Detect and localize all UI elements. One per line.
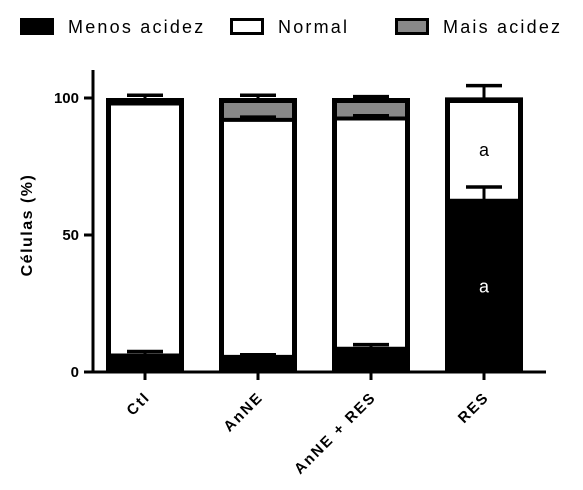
y-axis-label: Células (%) <box>19 174 36 277</box>
bar-res-normal <box>445 99 523 201</box>
legend-label-menos-acidez: Menos acidez <box>68 17 205 37</box>
legend-swatch-normal <box>230 18 264 35</box>
bar-anne-res-menos-acidez <box>332 348 410 372</box>
x-category-label-ctl: Ctl <box>123 389 153 419</box>
y-tick-label-0: 0 <box>71 364 79 381</box>
bar-res-menos-acidez <box>445 200 523 372</box>
x-category-label-anne-res: AnNE + RES <box>291 389 380 478</box>
x-category-label-anne: AnNE <box>220 389 267 436</box>
legend: Menos acidez Normal Mais acidez <box>20 17 562 37</box>
axes-group: 0 50 100 <box>54 70 546 381</box>
x-category-label-res: RES <box>455 389 493 427</box>
legend-label-mais-acidez: Mais acidez <box>443 17 562 37</box>
y-tick-label-100: 100 <box>54 90 79 107</box>
bar-outline-anne-res <box>332 98 410 372</box>
y-tick-label-50: 50 <box>62 227 79 244</box>
bar-anne-mais-acidez <box>219 98 297 120</box>
annotation-res-menos-acidez: a <box>479 276 490 296</box>
bar-outline-res <box>445 98 523 372</box>
annotation-res-normal: a <box>479 140 490 160</box>
bar-anne-normal <box>219 119 297 357</box>
bar-ctl-normal <box>106 103 184 356</box>
legend-swatch-menos-acidez <box>20 18 54 35</box>
bar-anne-res-normal <box>332 118 410 349</box>
bar-outline-anne <box>219 98 297 372</box>
legend-label-normal: Normal <box>278 17 349 37</box>
bars-group <box>106 83 523 372</box>
bar-anne-res-mais-acidez <box>332 98 410 119</box>
legend-swatch-mais-acidez <box>395 18 429 35</box>
